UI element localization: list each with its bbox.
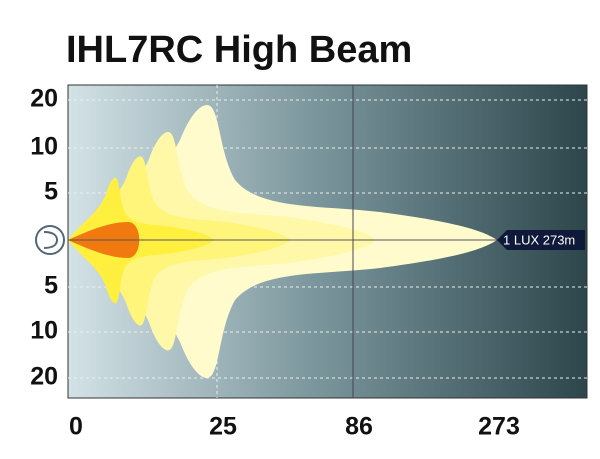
x-tick-label: 0: [69, 413, 83, 441]
y-tick-label: 20: [30, 85, 58, 113]
y-tick-label: 20: [30, 363, 58, 391]
x-tick-label: 273: [478, 413, 520, 441]
lamp-icon: [35, 225, 65, 255]
y-tick-label: 10: [30, 133, 58, 161]
annotation: 1 LUX 273m: [497, 230, 585, 250]
x-tick-label: 25: [209, 413, 237, 441]
y-tick-label: 10: [30, 317, 58, 345]
x-tick-label: 86: [345, 413, 373, 441]
y-tick-label: 5: [44, 272, 58, 300]
annotation-text: 1 LUX 273m: [503, 232, 575, 247]
chart-title: IHL7RC High Beam: [66, 29, 412, 71]
y-tick-label: 5: [44, 178, 58, 206]
